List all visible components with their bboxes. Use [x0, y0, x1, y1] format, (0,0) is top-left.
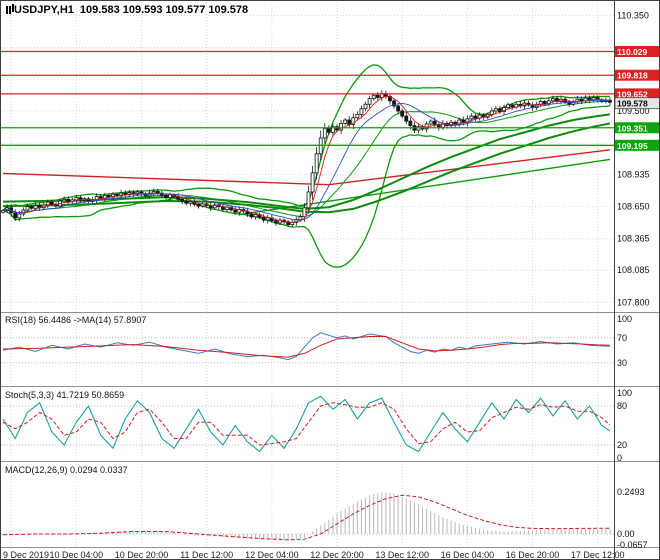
time-tick-label: 9 Dec 2019 — [3, 550, 49, 560]
stoch-tick-label: 0 — [617, 453, 622, 463]
price-tick-label: 108.650 — [617, 202, 650, 212]
macd-tick-label: -0.0657 — [617, 540, 648, 550]
macd-tick-label: 0.2493 — [617, 487, 645, 497]
macd-indicator-label: MACD(12,26,9) 0.0294 0.0337 — [5, 465, 128, 475]
grid-lines — [1, 2, 614, 547]
stoch-tick-label: 20 — [617, 440, 627, 450]
level-lines — [1, 50, 614, 146]
stoch-tick-label: 80 — [617, 401, 627, 411]
price-tick-label: 108.365 — [617, 234, 650, 244]
fast-moving-averages — [2, 95, 610, 223]
price-level-tag: 109.818 — [617, 71, 648, 81]
trend-lines — [2, 149, 611, 216]
rsi-tick-label: 100 — [617, 314, 632, 324]
time-axis[interactable]: 9 Dec 2019 10 Dec 04:00 10 Dec 20:00 11 Dec… — [3, 550, 624, 560]
chart-icon — [6, 6, 8, 14]
ohlc-quote-label: 109.583 109.593 109.577 109.578 — [79, 4, 249, 16]
time-tick-label: 11 Dec 12:00 — [180, 550, 233, 560]
price-tick-label: 108.085 — [617, 265, 650, 275]
time-tick-label: 16 Dec 20:00 — [506, 550, 560, 560]
macd-tick-label: 0.00 — [617, 529, 635, 539]
time-tick-label: 12 Dec 04:00 — [245, 550, 299, 560]
current-price-tag: 109.578 — [617, 99, 648, 109]
stoch-tick-label: 100 — [617, 388, 632, 398]
price-tick-label: 107.800 — [617, 297, 650, 307]
chart-header: USDJPY,H1 109.583 109.593 109.577 109.57… — [6, 4, 254, 16]
time-tick-label: 10 Dec 20:00 — [115, 550, 169, 560]
price-tick-label: 110.350 — [617, 10, 649, 20]
time-tick-label: 17 Dec 12:00 — [571, 550, 625, 560]
bollinger-bands — [2, 64, 610, 268]
symbol-period-label: USDJPY,H1 — [14, 4, 74, 16]
time-tick-label: 10 Dec 04:00 — [50, 550, 104, 560]
macd-plot — [2, 492, 611, 541]
price-tick-label: 109.500 — [617, 106, 650, 116]
stoch-indicator-label: Stoch(5,3,3) 41.7219 50.8659 — [5, 390, 125, 400]
rsi-plot — [2, 332, 610, 361]
price-level-tag: 109.351 — [617, 123, 648, 133]
slow-moving-averages — [2, 113, 611, 214]
price-level-tag: 109.652 — [617, 89, 648, 99]
time-tick-label: 16 Dec 04:00 — [441, 550, 495, 560]
panel-separators — [1, 312, 659, 548]
time-tick-label: 13 Dec 12:00 — [375, 550, 429, 560]
price-tick-label: 108.935 — [617, 170, 650, 180]
stochastic-plot — [2, 395, 611, 453]
price-scale[interactable]: 110.350 109.500 108.935 108.650 108.365 108.0… — [614, 1, 660, 560]
price-level-tag: 109.195 — [617, 141, 648, 151]
price-level-tag: 110.029 — [617, 47, 648, 57]
rsi-tick-label: 30 — [617, 358, 627, 368]
rsi-indicator-label: RSI(18) 56.4486 ->MA(14) 57.8907 — [5, 315, 147, 325]
rsi-tick-label: 70 — [617, 333, 627, 343]
time-tick-label: 12 Dec 20:00 — [310, 550, 364, 560]
